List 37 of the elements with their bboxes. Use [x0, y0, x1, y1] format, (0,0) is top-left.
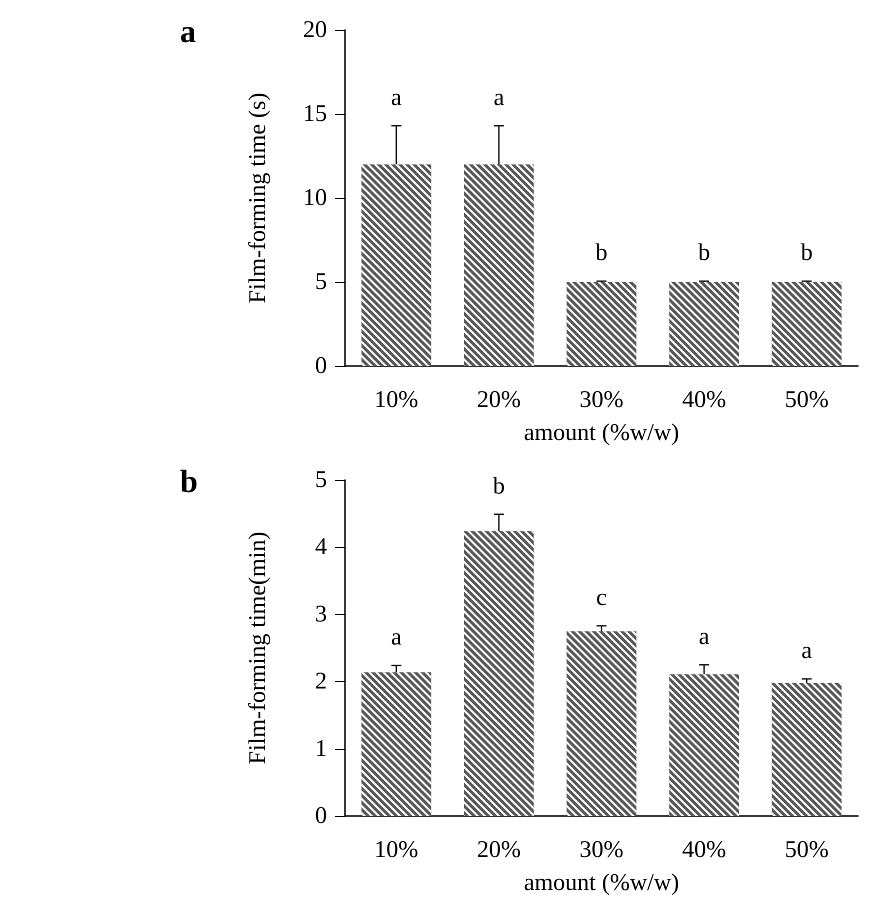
x-tick-label: 10% — [374, 837, 418, 863]
chart-title: b — [180, 463, 198, 499]
annotation: a — [801, 638, 812, 664]
y-tick-label: 1 — [315, 736, 327, 762]
annotation: b — [698, 240, 710, 266]
x-tick-label: 30% — [580, 837, 624, 863]
y-tick-label: 0 — [315, 353, 327, 379]
x-tick-label: 40% — [682, 837, 726, 863]
x-tick-label: 10% — [374, 387, 418, 413]
y-tick-label: 10 — [303, 185, 327, 211]
y-tick-label: 4 — [315, 534, 327, 560]
y-tick-label: 2 — [315, 668, 327, 695]
chart-title: a — [180, 13, 196, 49]
annotation: c — [596, 584, 607, 611]
y-tick-label: 5 — [315, 269, 327, 295]
x-tick-label: 50% — [784, 837, 829, 863]
annotation: b — [492, 473, 505, 500]
y-tick-label: 0 — [315, 803, 327, 829]
y-axis-title: Film-forming time (s) — [245, 92, 271, 304]
annotation: a — [390, 624, 402, 650]
y-tick-label: 5 — [315, 467, 327, 493]
y-tick-label: 20 — [303, 17, 327, 43]
x-tick-label: 40% — [682, 387, 726, 413]
x-tick-label: 30% — [580, 387, 624, 413]
annotation: b — [596, 240, 608, 266]
x-tick-label: 20% — [476, 387, 521, 413]
x-axis-title: amount (%w/w) — [524, 420, 680, 446]
annotation: a — [390, 84, 402, 111]
annotation: a — [494, 84, 505, 111]
x-tick-label: 20% — [476, 837, 521, 863]
x-tick-label: 50% — [784, 387, 829, 413]
annotation: a — [698, 624, 710, 650]
annotation: b — [800, 240, 813, 266]
x-axis-title: amount (%w/w) — [524, 870, 680, 896]
y-axis-title: Film-forming time(min) — [245, 532, 271, 764]
y-tick-label: 3 — [315, 601, 327, 628]
y-tick-label: 15 — [303, 101, 327, 127]
